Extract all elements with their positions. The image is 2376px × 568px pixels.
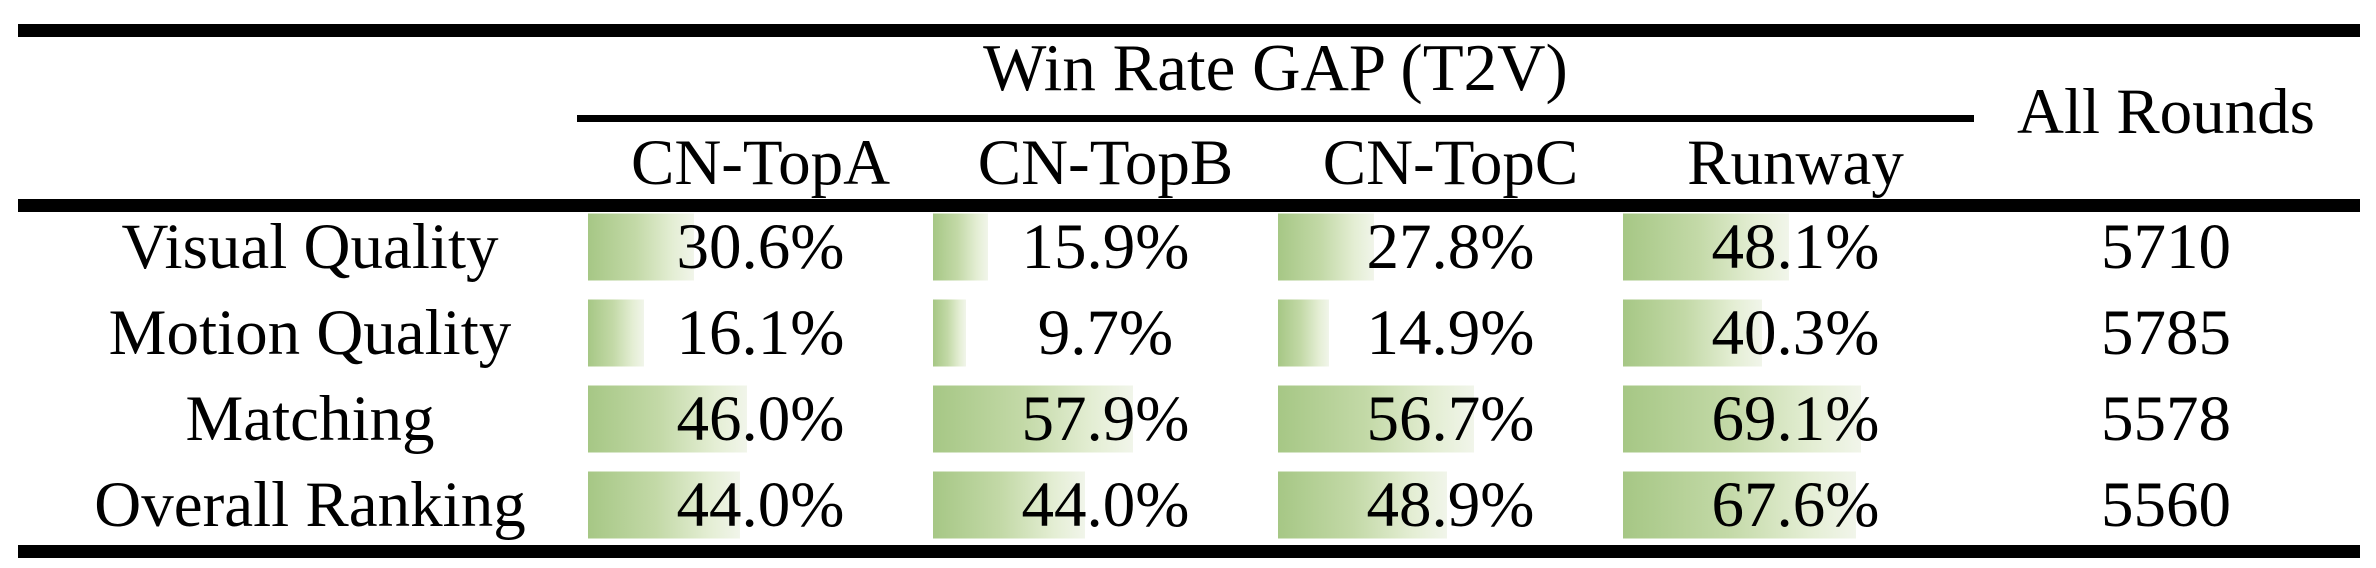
win-rate-value: 16.1% (676, 296, 845, 369)
win-rate-bar (588, 213, 694, 281)
all-rounds-value: 5710 (2101, 210, 2231, 283)
win-rate-bar (1278, 299, 1330, 367)
table-group-header: Win Rate GAP (T2V) (983, 30, 1568, 105)
win-rate-bar (588, 385, 747, 453)
gap-cell: 27.8% (1278, 204, 1623, 290)
win-rate-bar (588, 299, 644, 367)
win-rate-value: 9.7% (1037, 296, 1174, 369)
all-rounds-header: All Rounds (2017, 75, 2315, 148)
all-rounds-value: 5578 (2101, 382, 2231, 455)
column-header-cn-topb: CN-TopB (977, 126, 1234, 199)
gap-cell: 30.6% (588, 204, 933, 290)
win-rate-bar (588, 471, 740, 539)
win-rate-bar (1278, 213, 1374, 281)
table-row: Visual Quality 30.6% 15.9% 27.8% 48.1% 5… (0, 204, 2376, 290)
row-label: Matching (185, 382, 435, 455)
win-rate-bar (1278, 471, 1447, 539)
gap-cell: 44.0% (588, 462, 933, 548)
win-rate-bar (933, 213, 988, 281)
win-rate-value: 56.7% (1366, 382, 1535, 455)
all-rounds-value: 5560 (2101, 468, 2231, 541)
gap-cell: 67.6% (1623, 462, 1968, 548)
table-row: Motion Quality 16.1% 9.7% 14.9% 40.3% 57… (0, 290, 2376, 376)
win-rate-bar (1623, 385, 1862, 453)
row-label: Visual Quality (121, 210, 499, 283)
gap-cell: 14.9% (1278, 290, 1623, 376)
column-header-cn-topc: CN-TopC (1322, 126, 1579, 199)
header-group-rule (577, 115, 1974, 122)
gap-cell: 57.9% (933, 376, 1278, 462)
gap-cell: 48.9% (1278, 462, 1623, 548)
row-label: Overall Ranking (94, 468, 526, 541)
win-rate-value: 27.8% (1366, 210, 1535, 283)
win-rate-bar (933, 471, 1085, 539)
win-rate-bar (933, 299, 967, 367)
header-bottom-rule (18, 199, 2360, 212)
win-rate-value: 67.6% (1711, 468, 1880, 541)
win-rate-bar (1623, 299, 1763, 367)
win-rate-bar (933, 385, 1133, 453)
win-rate-value: 48.1% (1711, 210, 1880, 283)
column-header-cn-topa: CN-TopA (630, 126, 891, 199)
win-rate-value: 44.0% (1021, 468, 1190, 541)
win-rate-value: 30.6% (676, 210, 845, 283)
win-rate-value: 15.9% (1021, 210, 1190, 283)
win-rate-value: 40.3% (1711, 296, 1880, 369)
win-rate-value: 14.9% (1366, 296, 1535, 369)
gap-cell: 9.7% (933, 290, 1278, 376)
gap-cell: 15.9% (933, 204, 1278, 290)
row-label: Motion Quality (108, 296, 512, 369)
gap-cell: 46.0% (588, 376, 933, 462)
win-rate-value: 69.1% (1711, 382, 1880, 455)
table-row: Matching 46.0% 57.9% 56.7% 69.1% 5578 (0, 376, 2376, 462)
win-rate-bar (1278, 385, 1474, 453)
win-rate-value: 46.0% (676, 382, 845, 455)
column-header-runway: Runway (1687, 126, 1904, 199)
gap-cell: 40.3% (1623, 290, 1968, 376)
win-rate-bar (1623, 213, 1789, 281)
gap-cell: 44.0% (933, 462, 1278, 548)
top-rule (18, 24, 2360, 37)
bottom-rule (18, 545, 2360, 558)
all-rounds-value: 5785 (2101, 296, 2231, 369)
win-rate-value: 48.9% (1366, 468, 1535, 541)
gap-cell: 16.1% (588, 290, 933, 376)
win-rate-value: 57.9% (1021, 382, 1190, 455)
gap-cell: 69.1% (1623, 376, 1968, 462)
win-rate-bar (1623, 471, 1857, 539)
table-row: Overall Ranking 44.0% 44.0% 48.9% 67.6% … (0, 462, 2376, 548)
gap-cell: 56.7% (1278, 376, 1623, 462)
win-rate-value: 44.0% (676, 468, 845, 541)
gap-cell: 48.1% (1623, 204, 1968, 290)
